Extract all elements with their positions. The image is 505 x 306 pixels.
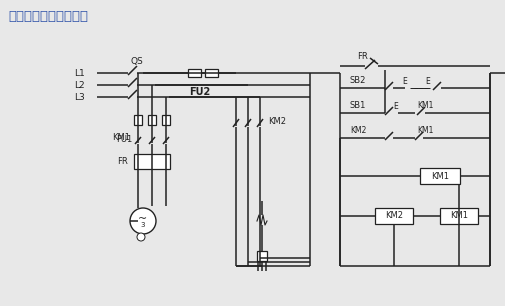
Text: L3: L3 xyxy=(74,92,85,102)
Bar xyxy=(419,168,459,184)
Text: KM1: KM1 xyxy=(416,100,432,110)
Bar xyxy=(188,69,200,77)
Text: SB1: SB1 xyxy=(349,100,366,110)
Text: 3: 3 xyxy=(140,222,145,228)
Bar xyxy=(147,115,156,125)
Bar xyxy=(257,251,267,261)
Text: 电磁抱闸通电制动接线: 电磁抱闸通电制动接线 xyxy=(8,10,88,23)
Text: L1: L1 xyxy=(74,69,85,77)
Text: FU1: FU1 xyxy=(116,135,132,144)
Text: KM1: KM1 xyxy=(449,211,467,221)
Text: ~: ~ xyxy=(138,214,147,224)
Text: KM1: KM1 xyxy=(416,125,432,135)
Text: QS: QS xyxy=(131,57,143,65)
Text: FU2: FU2 xyxy=(189,87,210,97)
Text: SB2: SB2 xyxy=(349,76,366,84)
Bar xyxy=(439,208,477,224)
Text: KM2: KM2 xyxy=(349,125,366,135)
Text: L2: L2 xyxy=(74,80,85,89)
Text: KM1: KM1 xyxy=(112,132,130,141)
Text: E: E xyxy=(393,102,397,110)
Text: E: E xyxy=(402,76,407,85)
Circle shape xyxy=(137,233,145,241)
Bar xyxy=(205,69,218,77)
Bar xyxy=(134,154,170,169)
Text: KM2: KM2 xyxy=(268,117,285,125)
Bar xyxy=(162,115,170,125)
Text: KM1: KM1 xyxy=(430,171,448,181)
Bar xyxy=(134,115,142,125)
Text: E: E xyxy=(425,76,430,85)
Circle shape xyxy=(130,208,156,234)
Bar xyxy=(374,208,412,224)
Text: FR: FR xyxy=(117,157,128,166)
Text: FR: FR xyxy=(357,51,367,61)
Text: KM2: KM2 xyxy=(384,211,402,221)
